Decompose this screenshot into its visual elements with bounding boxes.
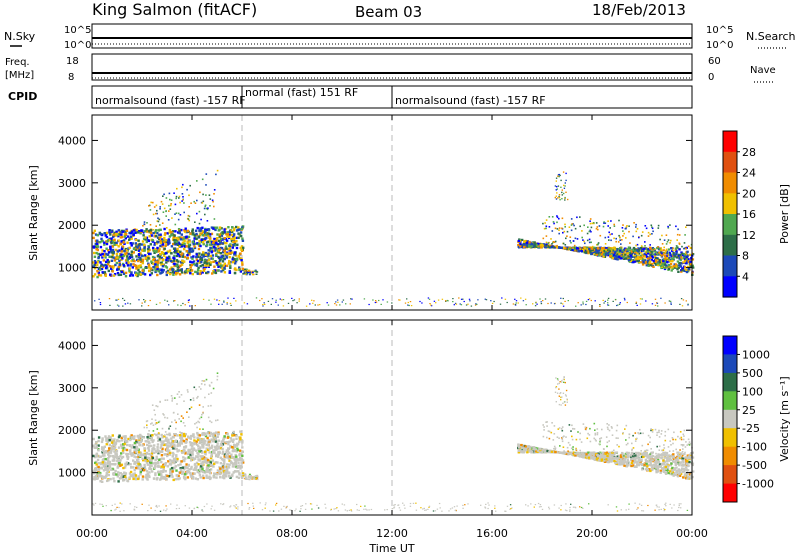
ytick-2000: 2000 — [58, 424, 86, 437]
xtick-2: 08:00 — [276, 527, 308, 540]
colorbar-tick: 500 — [742, 367, 763, 380]
colorbar-label: Velocity [m s⁻¹] — [778, 376, 791, 461]
colorbar-tick: 28 — [742, 146, 756, 159]
ytick-1000: 1000 — [58, 467, 86, 480]
colorbar-tick: 16 — [742, 208, 756, 221]
freq-tick-bottom: 8 — [68, 72, 74, 83]
colorbar-tick: -100 — [742, 441, 767, 454]
velocity-panel: Slant Range [km] 1000 2000 3000 4000 1000 50… — [27, 319, 791, 516]
colorbar-tick: 8 — [742, 250, 749, 263]
ytick-4000: 4000 — [58, 339, 86, 352]
colorbar-tick: 1000 — [742, 348, 770, 361]
xtick-3: 12:00 — [376, 527, 408, 540]
cpid-segment-2: normalsound (fast) -157 RF — [395, 94, 546, 107]
xtick-1: 04:00 — [176, 527, 208, 540]
colorbar-swatch — [723, 409, 737, 429]
freq-label: Freq. — [5, 57, 30, 68]
colorbar-swatch — [723, 428, 737, 448]
xtick-6: 00:00 — [676, 527, 708, 540]
station-title: King Salmon (fitACF) — [92, 0, 257, 19]
colorbar-swatch — [723, 276, 737, 298]
cpid-label: CPID — [8, 90, 37, 103]
colorbar-tick: -1000 — [742, 478, 774, 491]
colorbar-swatch — [723, 234, 737, 257]
colorbar-tick: 25 — [742, 404, 756, 417]
nsky-tick-bottom: 10^0 — [64, 40, 91, 51]
colorbar-tick: 24 — [742, 167, 756, 180]
ytick-3000: 3000 — [58, 382, 86, 395]
colorbar-swatch — [723, 391, 737, 411]
colorbar-swatch — [723, 131, 737, 153]
colorbar-tick: -25 — [742, 422, 760, 435]
beam-label: Beam 03 — [355, 3, 422, 21]
colorbar-swatch — [723, 172, 737, 194]
freq-panel: Freq. [MHz] 18 8 60 0 Nave — [5, 53, 776, 83]
nave-tick-bottom: 0 — [708, 72, 714, 83]
xtick-5: 20:00 — [576, 527, 608, 540]
colorbar-swatch — [723, 151, 737, 174]
nave-tick-top: 60 — [708, 56, 721, 67]
xtick-4: 16:00 — [476, 527, 508, 540]
colorbar-tick: 4 — [742, 270, 749, 283]
nsearch-tick-bottom: 10^0 — [706, 40, 733, 51]
x-axis-label: Time UT — [368, 542, 414, 554]
power-ylabel: Slant Range [km] — [27, 165, 40, 261]
date-label: 18/Feb/2013 — [592, 1, 686, 19]
colorbar-label: Power [dB] — [778, 184, 791, 244]
colorbar-swatch — [723, 193, 737, 215]
nsearch-label: N.Search — [746, 30, 796, 43]
ytick-3000: 3000 — [58, 177, 86, 190]
ytick-2000: 2000 — [58, 219, 86, 232]
colorbar-tick: 12 — [742, 229, 756, 242]
colorbar-swatch — [723, 255, 737, 277]
nsky-tick-top: 10^5 — [64, 25, 91, 36]
colorbar-swatch — [723, 214, 737, 236]
colorbar-tick: 100 — [742, 385, 763, 398]
colorbar-swatch — [723, 483, 737, 503]
colorbar-swatch — [723, 465, 737, 484]
colorbar-swatch — [723, 354, 737, 374]
nsky-panel: N.Sky 10^5 10^0 10^5 10^0 N.Search — [4, 23, 796, 51]
nsky-label: N.Sky — [4, 30, 36, 43]
nsearch-tick-top: 10^5 — [706, 25, 733, 36]
colorbar-swatch — [723, 372, 737, 392]
colorbar-swatch — [723, 446, 737, 466]
freq-unit: [MHz] — [5, 70, 34, 81]
nave-label: Nave — [750, 65, 776, 76]
velocity-ylabel: Slant Range [km] — [27, 370, 40, 466]
colorbar-tick: 20 — [742, 187, 756, 200]
cpid-segment-0: normalsound (fast) -157 RF — [95, 94, 246, 107]
ytick-4000: 4000 — [58, 134, 86, 147]
ytick-1000: 1000 — [58, 262, 86, 275]
cpid-segment-1: normal (fast) 151 RF — [245, 86, 358, 99]
x-axis: 00:00 04:00 08:00 12:00 16:00 20:00 00:00 — [76, 115, 708, 540]
power-panel: Slant Range [km] 1000 2000 3000 4000 4 8 12 16… — [27, 114, 791, 311]
freq-tick-top: 18 — [66, 56, 79, 67]
colorbar-tick: -500 — [742, 459, 767, 472]
xtick-0: 00:00 — [76, 527, 108, 540]
colorbar-swatch — [723, 336, 737, 355]
